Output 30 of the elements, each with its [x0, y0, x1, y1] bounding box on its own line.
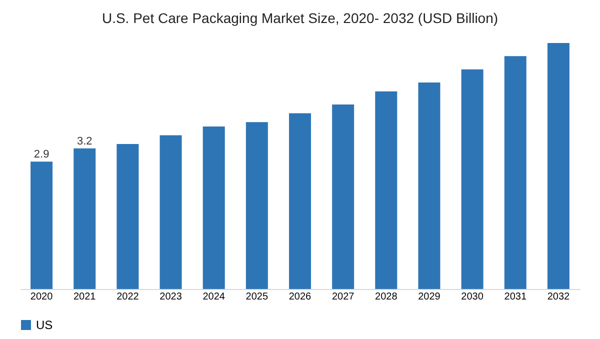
x-tick-label: 2023 [160, 292, 182, 302]
x-tick-label: 2031 [504, 292, 527, 302]
x-tick-label: 2026 [288, 292, 312, 302]
x-tick-label: 2021 [73, 292, 96, 302]
bar [202, 126, 225, 289]
x-tick-label: 2027 [332, 292, 355, 302]
legend-label: US [36, 318, 53, 332]
x-tick-label: 2024 [202, 292, 226, 302]
bar [418, 82, 440, 289]
x-tick-label: 2032 [547, 292, 570, 302]
bar [375, 91, 398, 289]
bar [289, 113, 311, 289]
data-label: 3.2 [76, 135, 92, 148]
x-tick-label: 2029 [418, 292, 441, 302]
bar [30, 162, 53, 289]
bar [504, 56, 526, 289]
x-tick-label: 2022 [116, 292, 140, 302]
bar [332, 104, 354, 289]
bar [246, 122, 268, 289]
x-tick-label: 2028 [375, 292, 398, 302]
bar [160, 135, 182, 289]
chart-title: U.S. Pet Care Packaging Market Size, 2020- 2032 (USD Billion) [102, 10, 498, 26]
x-tick-label: 2030 [461, 292, 484, 302]
bar [461, 69, 484, 289]
bar [116, 144, 139, 289]
data-label: 2.9 [34, 148, 50, 161]
x-tick-label: 2020 [30, 292, 54, 302]
bar [547, 43, 570, 289]
x-tick-label: 2025 [246, 292, 268, 302]
bar [74, 148, 96, 289]
